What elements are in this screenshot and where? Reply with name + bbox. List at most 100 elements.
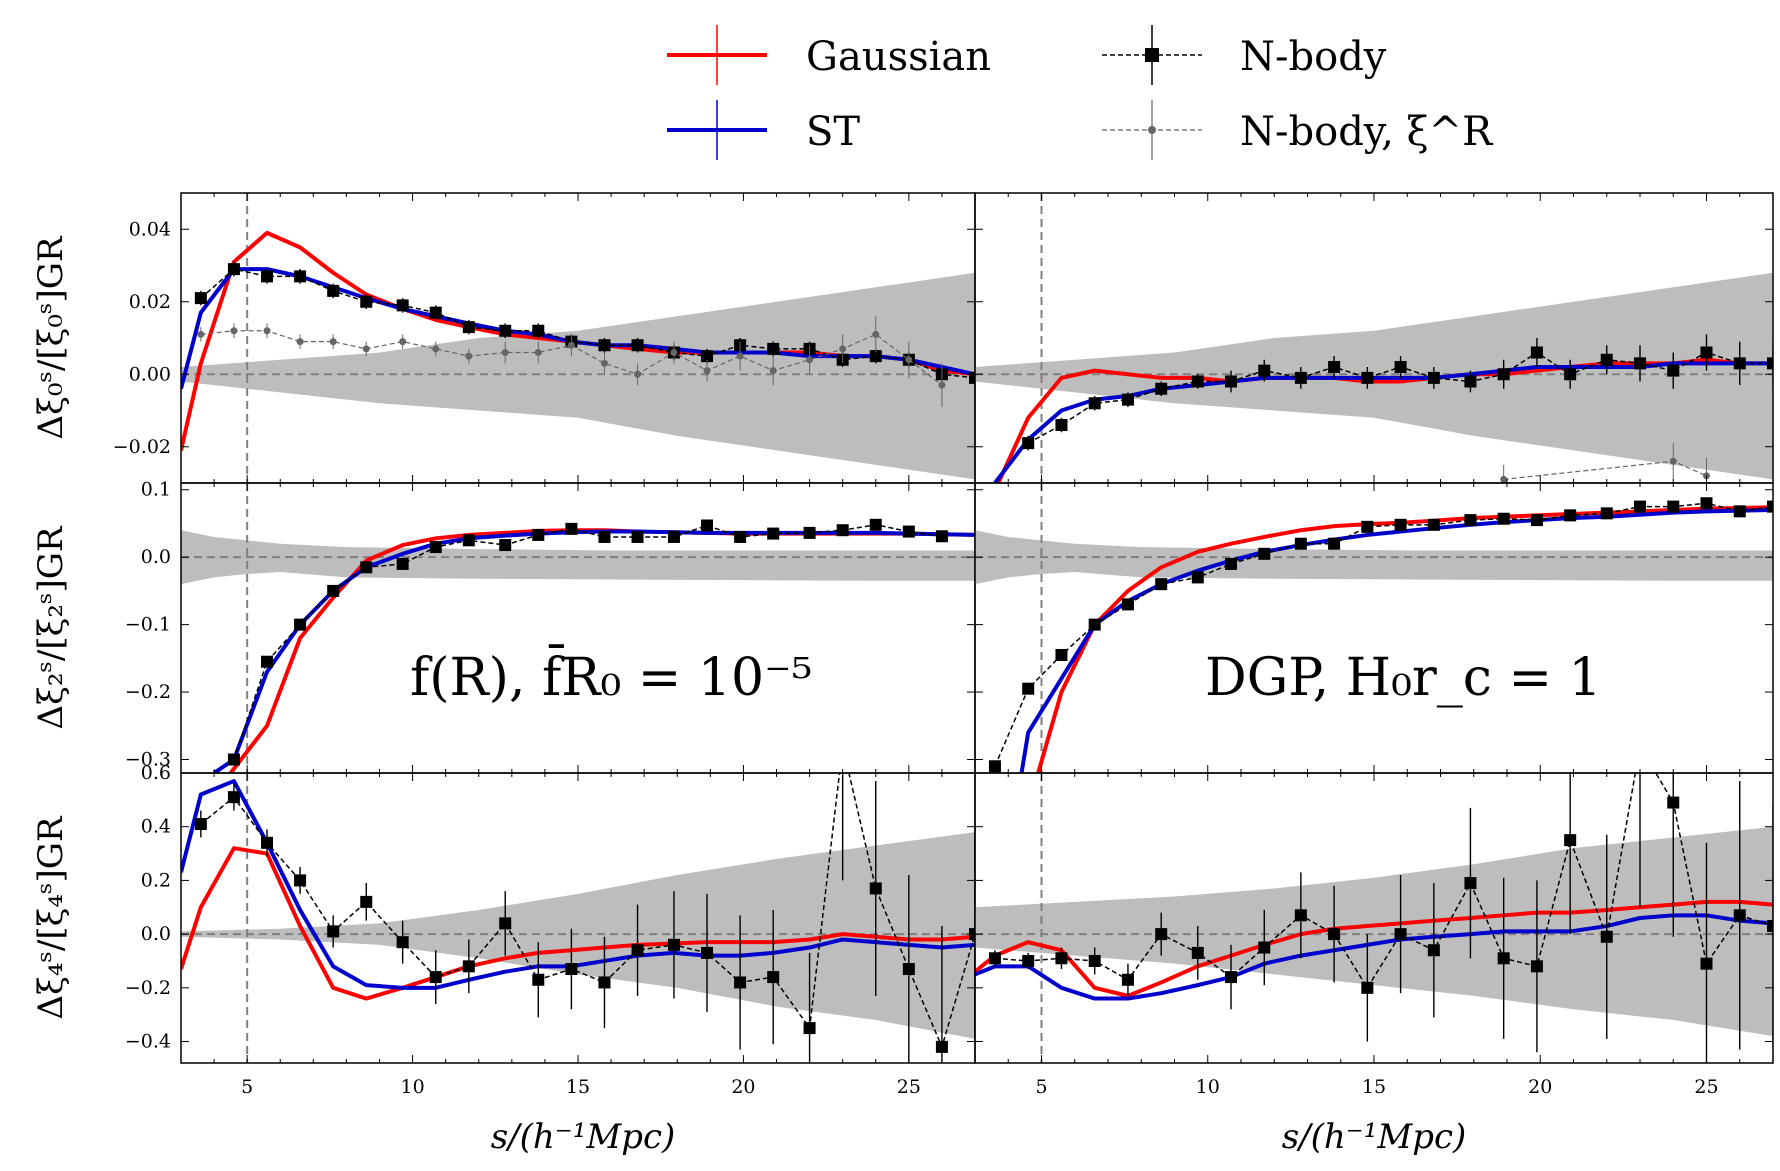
data-point <box>1700 957 1713 970</box>
data-point <box>227 263 240 276</box>
data-point <box>701 946 714 959</box>
data-point <box>631 339 644 352</box>
data-point <box>1700 497 1713 510</box>
series-nbody <box>988 497 1773 773</box>
data-point <box>501 349 509 356</box>
data-point <box>263 327 271 335</box>
data-point <box>1088 618 1101 631</box>
data-point <box>194 292 207 305</box>
data-point <box>261 270 274 283</box>
data-point <box>1225 971 1238 984</box>
data-point <box>701 519 714 532</box>
data-point <box>839 345 847 353</box>
panel-r1-c1 <box>974 482 1774 774</box>
data-point <box>462 534 475 547</box>
data-point <box>1294 909 1307 922</box>
data-point <box>598 530 611 543</box>
x-tick-label: 5 <box>1035 1076 1047 1098</box>
data-point <box>227 791 240 804</box>
data-point <box>1427 371 1440 384</box>
x-tick-label: 20 <box>731 1076 755 1098</box>
data-point <box>1667 364 1680 377</box>
data-point <box>1191 571 1204 584</box>
legend-st-label: ST <box>806 109 860 155</box>
series-nbody_real <box>197 316 946 407</box>
data-point <box>902 525 915 538</box>
data-point <box>869 518 882 531</box>
data-point <box>701 350 714 363</box>
y-tick-label: 0.00 <box>129 363 171 385</box>
data-point <box>631 530 644 543</box>
data-point <box>462 321 475 334</box>
legend-nbody-label: N-body <box>1240 34 1387 80</box>
plot-area <box>181 483 975 773</box>
data-point <box>565 963 578 976</box>
x-axis-label-right: s/(h⁻¹Mpc) <box>1282 1117 1467 1157</box>
data-point <box>1121 598 1134 611</box>
data-point <box>803 526 816 539</box>
data-point <box>1634 357 1646 370</box>
series-nbody <box>227 518 948 766</box>
data-point <box>767 527 780 540</box>
data-point <box>567 341 575 349</box>
data-point <box>1530 960 1543 973</box>
data-point <box>598 339 611 352</box>
data-point <box>465 352 473 360</box>
series-nbody <box>988 773 1773 1063</box>
data-point <box>1155 928 1168 941</box>
y-axis-label-row0: Δξ₀ˢ/[ξ₀ˢ]GR <box>31 235 71 439</box>
data-point <box>634 370 642 378</box>
data-point <box>360 895 373 908</box>
data-point <box>499 324 512 337</box>
data-point <box>327 584 340 597</box>
data-point <box>1530 514 1543 527</box>
x-tick-label: 15 <box>1362 1076 1386 1098</box>
data-point <box>988 952 1001 965</box>
data-point <box>1427 518 1440 531</box>
y-tick-label: −0.4 <box>125 1031 171 1053</box>
data-point <box>988 760 1001 773</box>
data-point <box>399 338 407 346</box>
x-tick-label: 20 <box>1528 1076 1552 1098</box>
data-point <box>1361 520 1374 533</box>
data-point <box>1564 509 1577 522</box>
data-point <box>1361 981 1374 994</box>
data-point <box>767 971 780 984</box>
y-axis-label-row2: Δξ₄ˢ/[ξ₄ˢ]GR <box>31 815 71 1019</box>
data-point <box>1258 364 1271 377</box>
data-point <box>837 740 849 752</box>
data-point <box>803 1022 816 1035</box>
data-point <box>1767 357 1773 370</box>
series-line-nbody <box>233 524 943 760</box>
data-point <box>327 284 340 297</box>
legend-gaussian-label: Gaussian <box>806 34 991 80</box>
plot-area <box>181 193 975 483</box>
data-point <box>197 330 205 338</box>
uncertainty-band <box>181 272 975 480</box>
plot-area <box>975 773 1773 1063</box>
data-point <box>565 522 578 535</box>
data-point <box>1497 368 1510 381</box>
data-point <box>734 530 747 543</box>
y-tick-label: 0.2 <box>141 869 171 891</box>
data-point <box>736 352 744 360</box>
data-point <box>499 917 512 930</box>
y-tick-label: 0.6 <box>141 762 171 784</box>
data-point <box>1225 375 1238 388</box>
data-point <box>294 618 307 631</box>
legend: Gaussian ST N-body N-body, ξ^R <box>667 25 1494 160</box>
data-point <box>905 356 913 364</box>
y-tick-label: 0.02 <box>129 291 171 313</box>
data-point <box>230 327 238 335</box>
data-point <box>1361 371 1374 384</box>
data-point <box>499 539 512 552</box>
panel-r1-c0: −0.3 −0.2 −0.1 0.0 0.1 <box>125 479 976 774</box>
data-point <box>938 381 946 389</box>
y-tick-label: −0.2 <box>125 977 171 999</box>
data-point <box>869 350 882 363</box>
data-point <box>1394 928 1407 941</box>
data-point <box>1022 682 1035 695</box>
data-point <box>1669 457 1677 465</box>
y-tick-label: −0.02 <box>113 436 171 458</box>
data-point <box>1022 437 1035 450</box>
